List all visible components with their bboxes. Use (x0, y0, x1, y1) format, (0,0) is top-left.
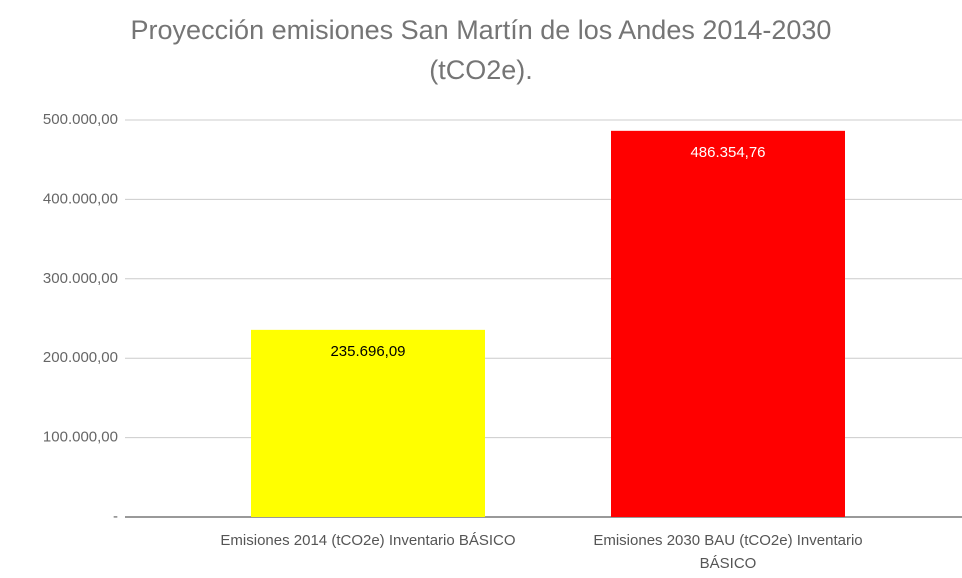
bar (611, 130, 845, 517)
y-tick-label: 100.000,00 (43, 429, 118, 446)
data-label: 235.696,09 (330, 343, 405, 360)
bar (251, 329, 485, 517)
x-tick-label: Emisiones 2030 BAU (tCO2e) Inventario BÁ… (593, 532, 863, 572)
chart-title: Proyección emisiones San Martín de los A… (130, 15, 832, 85)
y-tick-label: 200.000,00 (43, 349, 118, 366)
y-tick-label: 300.000,00 (43, 270, 118, 287)
y-tick-label: - (113, 508, 118, 525)
data-label: 486.354,76 (690, 144, 765, 161)
x-tick-label: Emisiones 2014 (tCO2e) Inventario BÁSICO (220, 532, 516, 549)
y-tick-label: 500.000,00 (43, 111, 118, 128)
y-tick-label: 400.000,00 (43, 190, 118, 207)
